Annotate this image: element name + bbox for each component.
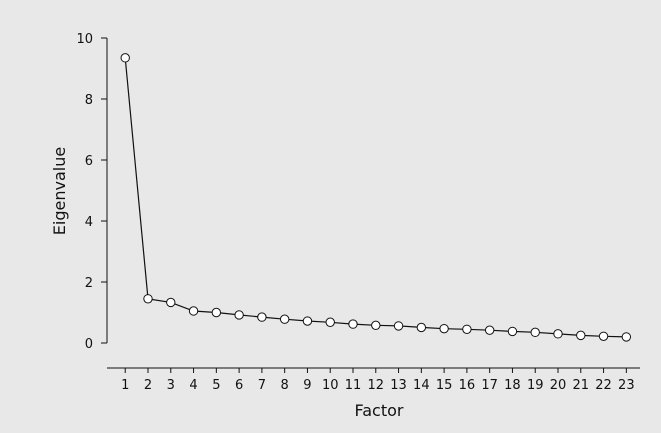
data-point [211, 307, 222, 318]
x-tick-label: 5 [212, 378, 220, 393]
data-point [371, 320, 381, 331]
x-tick-label: 15 [436, 378, 453, 393]
x-tick-label: 8 [281, 378, 289, 393]
data-point [553, 329, 563, 339]
data-point [166, 297, 176, 308]
data-point [439, 323, 449, 334]
x-tick-label: 21 [573, 378, 590, 393]
data-point [576, 330, 586, 341]
x-tick-label: 20 [550, 378, 567, 393]
x-tick-label: 14 [413, 378, 430, 393]
x-tick-label: 3 [167, 378, 175, 393]
data-point [462, 324, 472, 334]
x-tick-label: 10 [322, 378, 339, 393]
data-point [234, 310, 244, 320]
y-tick-label: 0 [85, 337, 93, 352]
data-point [621, 332, 632, 342]
data-point [120, 53, 130, 63]
x-tick-label: 13 [390, 378, 407, 393]
y-tick-label: 10 [76, 32, 93, 47]
x-tick-label: 9 [303, 378, 311, 393]
data-point [598, 331, 609, 341]
x-tick-label: 23 [618, 378, 635, 393]
series-line [124, 57, 627, 338]
y-tick-label: 4 [85, 215, 93, 230]
x-tick-label: 16 [459, 378, 476, 393]
x-tick-label: 11 [345, 378, 362, 393]
data-point [302, 316, 313, 326]
data-point [325, 317, 335, 327]
data-point [507, 326, 518, 337]
data-point [530, 327, 540, 338]
data-point [188, 306, 199, 316]
x-tick-label: 19 [527, 378, 544, 393]
x-tick-label: 18 [504, 378, 521, 393]
data-point [348, 319, 358, 329]
x-tick-label: 22 [595, 378, 612, 393]
data-point [393, 321, 404, 331]
data-point [484, 325, 495, 335]
x-axis-title: Factor [355, 401, 404, 420]
data-point [143, 294, 153, 304]
data-point [257, 312, 267, 322]
x-tick-label: 2 [144, 378, 152, 393]
y-tick-label: 6 [85, 154, 93, 169]
x-tick-label: 1 [121, 378, 129, 393]
y-tick-label: 2 [85, 276, 93, 291]
x-tick-label: 17 [481, 378, 498, 393]
x-tick-label: 12 [368, 378, 385, 393]
y-axis-title: Eigenvalue [50, 147, 69, 235]
data-point [416, 322, 427, 333]
x-tick-label: 4 [189, 378, 197, 393]
data-marks [120, 53, 632, 342]
x-tick-label: 6 [235, 378, 243, 393]
data-point [279, 314, 290, 324]
y-tick-label: 8 [85, 93, 93, 108]
x-tick-label: 7 [258, 378, 266, 393]
